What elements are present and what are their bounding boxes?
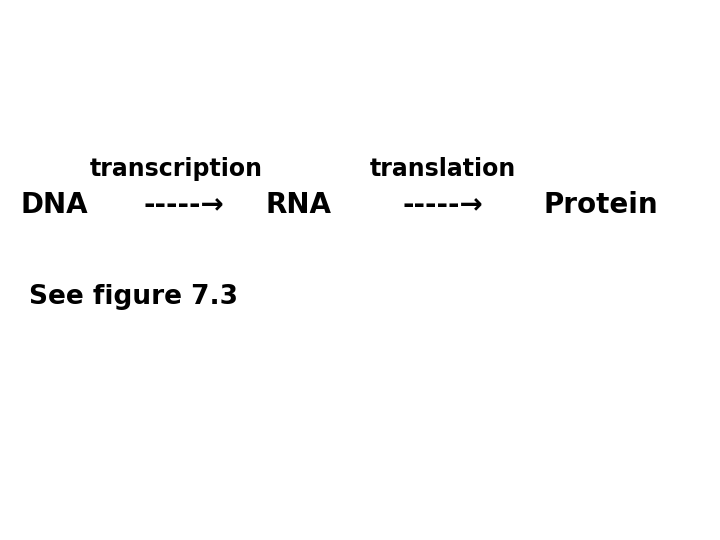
Text: transcription: transcription [90,157,263,181]
Text: RNA: RNA [266,191,332,219]
Text: See figure 7.3: See figure 7.3 [29,284,238,310]
Text: translation: translation [369,157,516,181]
Text: DNA: DNA [20,191,88,219]
Text: -----→: -----→ [402,191,483,219]
Text: Protein: Protein [544,191,659,219]
Text: -----→: -----→ [143,191,224,219]
